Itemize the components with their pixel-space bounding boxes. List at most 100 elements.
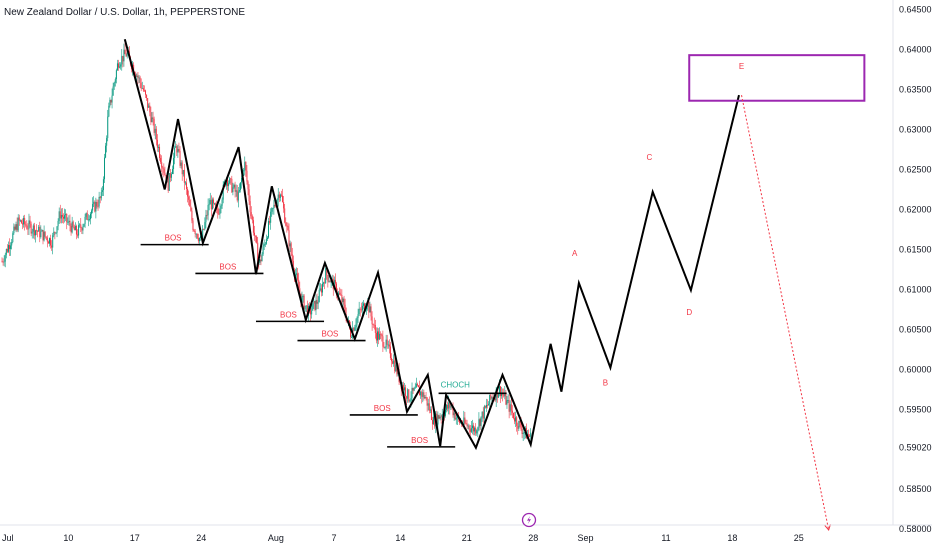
x-tick-label: 7	[331, 533, 336, 543]
candle-body	[176, 146, 178, 153]
bos-label: BOS	[322, 330, 339, 339]
candle-body	[339, 292, 341, 295]
candle-body	[51, 245, 53, 248]
candle-body	[150, 112, 152, 123]
candle-body	[387, 344, 389, 346]
candle-body	[205, 214, 207, 223]
candle-body	[458, 419, 460, 423]
candle-body	[488, 403, 490, 406]
candle-body	[373, 324, 375, 326]
candle-body	[260, 259, 262, 262]
candle-body	[235, 190, 237, 192]
candle-body	[468, 425, 470, 430]
candle-body	[311, 310, 313, 315]
candle-body	[80, 224, 82, 228]
candle-body	[174, 147, 176, 158]
candle-body	[269, 221, 271, 223]
candle-body	[490, 394, 492, 399]
candle-body	[241, 177, 243, 183]
candle-body	[243, 170, 245, 172]
bos-label: BOS	[411, 436, 428, 445]
candle-body	[25, 224, 27, 226]
candle-body	[501, 392, 503, 397]
candle-body	[305, 305, 307, 307]
candle-body	[151, 117, 153, 123]
candle-body	[263, 244, 265, 247]
candle-body	[530, 432, 532, 437]
wave-label-e: E	[739, 62, 744, 71]
candle-body	[303, 295, 305, 310]
candle-body	[11, 242, 13, 246]
candle-body	[206, 214, 208, 216]
candle-body	[252, 220, 254, 233]
candle-body	[135, 73, 137, 77]
candle-body	[427, 403, 429, 406]
bos-label: BOS	[280, 310, 297, 319]
candle-body	[33, 225, 35, 236]
candle-body	[341, 295, 343, 303]
candle-body	[97, 206, 99, 208]
candle-body	[203, 228, 205, 230]
candle-body	[52, 235, 54, 248]
candle-body	[342, 298, 344, 303]
candle-body	[421, 391, 423, 397]
candle-body	[334, 279, 336, 284]
candle-body	[17, 217, 19, 231]
candle-body	[402, 384, 404, 391]
candle-body	[515, 417, 517, 422]
candle-body	[312, 303, 314, 311]
x-axis[interactable]: Jul 10 17 24 Aug 7 14 21 28 Sep 11 18 25	[2, 533, 804, 543]
candle-body	[375, 332, 377, 341]
candle-body	[156, 139, 158, 148]
candle-body	[292, 260, 294, 270]
candle-body	[371, 316, 373, 325]
y-axis[interactable]: 0.64500 0.64000 0.63500 0.63000 0.62500 0.620…	[899, 5, 932, 535]
candle-body	[179, 151, 181, 166]
candle-body	[509, 404, 511, 412]
candle-body	[291, 254, 293, 261]
candle-body	[271, 208, 273, 212]
candle-body	[10, 245, 12, 249]
candle-body	[181, 162, 183, 175]
candle-body	[26, 225, 28, 229]
candle-body	[114, 79, 116, 83]
x-tick-label: 17	[130, 533, 140, 543]
candle-body	[209, 199, 211, 205]
candle-body	[417, 385, 419, 388]
candle-body	[180, 162, 182, 166]
candle-body	[105, 145, 107, 158]
lightning-icon[interactable]	[521, 512, 537, 528]
x-tick-label: Jul	[2, 533, 14, 543]
candle-body	[436, 413, 438, 425]
candle-body	[234, 184, 236, 192]
candle-body	[452, 407, 454, 416]
y-tick-label: 0.58500	[899, 484, 932, 494]
candle-body	[356, 317, 358, 325]
candle-body	[487, 404, 489, 406]
candle-body	[177, 149, 179, 153]
candle-body	[447, 404, 449, 409]
candle-body	[416, 383, 418, 386]
candle-body	[137, 75, 139, 78]
candle-body	[125, 54, 127, 57]
candle-body	[266, 237, 268, 240]
candle-body	[9, 245, 11, 249]
candle-body	[310, 307, 312, 315]
candle-body	[20, 220, 22, 224]
candle-body	[123, 49, 125, 62]
candle-body	[306, 305, 308, 316]
candle-body	[239, 182, 241, 191]
candle-body	[280, 194, 282, 196]
candle-body	[91, 210, 93, 214]
candle-body	[73, 226, 75, 231]
candle-body	[350, 327, 352, 338]
candle-body	[325, 268, 327, 284]
candle-body	[58, 211, 60, 221]
candle-body	[84, 216, 86, 224]
candle-body	[6, 249, 8, 252]
candle-body	[463, 417, 465, 425]
candle-body	[491, 397, 493, 399]
candle-body	[228, 183, 230, 187]
candle-body	[385, 339, 387, 348]
candle-body	[321, 283, 323, 293]
